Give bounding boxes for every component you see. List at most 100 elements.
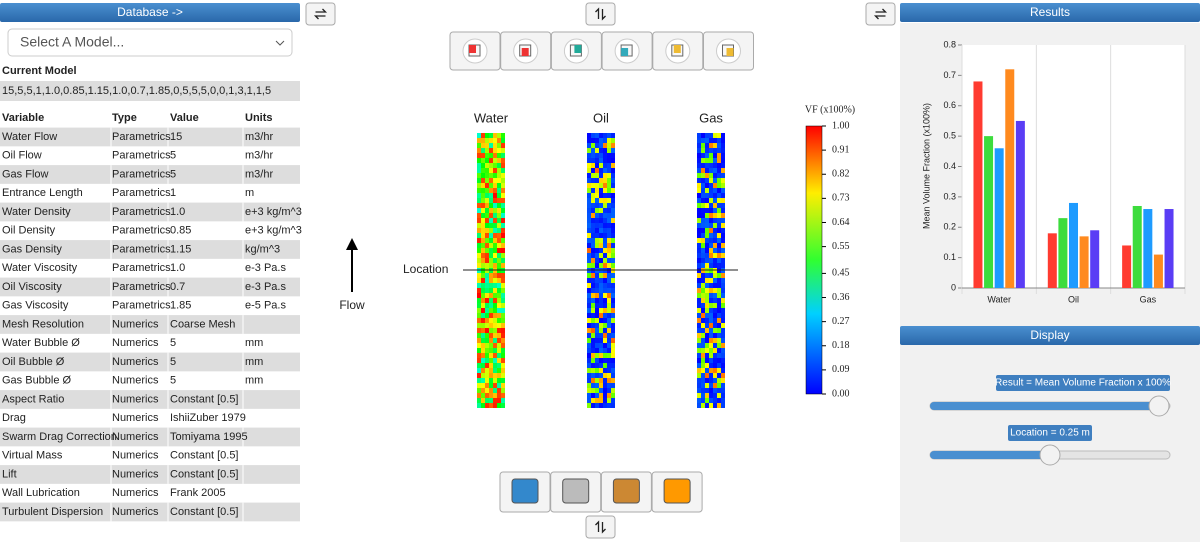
swap-button[interactable] xyxy=(585,515,616,539)
contour-cell xyxy=(607,143,611,148)
contour-cell xyxy=(697,293,701,298)
swap-button[interactable] xyxy=(585,2,616,26)
contour-cell xyxy=(489,288,493,293)
contour-cell xyxy=(477,178,481,183)
contour-cell xyxy=(607,283,611,288)
column-header: Units xyxy=(245,112,273,124)
contour-cell xyxy=(599,323,603,328)
contour-cell xyxy=(717,203,721,208)
contour-cell xyxy=(587,163,591,168)
contour-cell xyxy=(591,218,595,223)
colorbar-tick-label: 0.45 xyxy=(832,268,850,279)
contour-cell xyxy=(705,193,709,198)
contour-cell xyxy=(481,163,485,168)
contour-cell xyxy=(709,328,713,333)
contour-cell xyxy=(607,333,611,338)
contour-cell xyxy=(477,298,481,303)
contour-cell xyxy=(501,208,505,213)
contour-cell xyxy=(493,343,497,348)
model-select-text: Select A Model... xyxy=(20,34,124,50)
contour-cell xyxy=(717,398,721,403)
contour-cell xyxy=(485,403,489,408)
swap-button[interactable] xyxy=(305,2,336,26)
contour-cell xyxy=(485,283,489,288)
contour-cell xyxy=(477,138,481,143)
contour-cell xyxy=(705,403,709,408)
contour-cell xyxy=(489,228,493,233)
contour-cell xyxy=(709,168,713,173)
contour-cell xyxy=(501,383,505,388)
contour-cell xyxy=(713,343,717,348)
contour-cell xyxy=(721,303,725,308)
contour-cell xyxy=(501,238,505,243)
contour-cell xyxy=(489,373,493,378)
colorbar-title: VF (x100%) xyxy=(805,104,855,115)
swap-buttons xyxy=(305,2,896,539)
contour-cell xyxy=(721,313,725,318)
contour-cell xyxy=(489,213,493,218)
contour-cell xyxy=(481,138,485,143)
contour-cell xyxy=(705,328,709,333)
swap-button[interactable] xyxy=(865,2,896,26)
contour-cell xyxy=(497,293,501,298)
contour-cell xyxy=(717,313,721,318)
contour-cell xyxy=(713,353,717,358)
contour-cell xyxy=(705,308,709,313)
contour-cell xyxy=(595,338,599,343)
contour-cell xyxy=(481,193,485,198)
contour-cell xyxy=(717,188,721,193)
contour-cell xyxy=(595,253,599,258)
contour-cell xyxy=(489,178,493,183)
cell: Numerics xyxy=(112,412,159,424)
contour-cell xyxy=(709,263,713,268)
contour-cell xyxy=(497,388,501,393)
contour-cell xyxy=(611,373,615,378)
contour-cell xyxy=(611,388,615,393)
colorbar-tick-label: 0.27 xyxy=(832,316,850,327)
model-select[interactable] xyxy=(7,28,293,57)
contour-cell xyxy=(587,283,591,288)
contour-cell xyxy=(611,168,615,173)
contour-cell xyxy=(595,278,599,283)
contour-cell xyxy=(599,308,603,313)
contour-cell xyxy=(721,353,725,358)
contour-cell xyxy=(713,153,717,158)
contour-cell xyxy=(501,218,505,223)
contour-cell xyxy=(481,158,485,163)
contour-cell xyxy=(485,253,489,258)
contour-cell xyxy=(481,328,485,333)
contour-cell xyxy=(477,273,481,278)
contour-cell xyxy=(607,313,611,318)
contour-cell xyxy=(599,223,603,228)
contour-cell xyxy=(485,138,489,143)
contour-cell xyxy=(705,173,709,178)
contour-cell xyxy=(595,218,599,223)
contour-cell xyxy=(493,203,497,208)
row-bg xyxy=(0,465,300,484)
contour-cell xyxy=(717,343,721,348)
y-tick-label: 0.8 xyxy=(943,39,956,49)
contour-cell xyxy=(477,378,481,383)
contour-cell xyxy=(697,208,701,213)
contour-cell xyxy=(591,253,595,258)
contour-cell xyxy=(705,183,709,188)
cell: Constant [0.5] xyxy=(170,450,239,462)
contour-cell xyxy=(493,138,497,143)
contour-cell xyxy=(497,343,501,348)
parameter-table: Variable Type Value Units Water Flow Parametr… xyxy=(0,112,302,522)
contour-cell xyxy=(717,303,721,308)
contour-cell xyxy=(587,273,591,278)
contour-cell xyxy=(485,343,489,348)
slider-thumb[interactable] xyxy=(1039,444,1061,466)
contour-cell xyxy=(481,168,485,173)
contour-cell xyxy=(701,178,705,183)
contour-cell xyxy=(489,353,493,358)
contour-cell xyxy=(603,163,607,168)
contour-cell xyxy=(701,378,705,383)
slider-thumb[interactable] xyxy=(1148,395,1170,417)
contour-cell xyxy=(701,283,705,288)
database-button[interactable] xyxy=(0,3,300,22)
contour-cell xyxy=(697,193,701,198)
contour-cell xyxy=(721,363,725,368)
